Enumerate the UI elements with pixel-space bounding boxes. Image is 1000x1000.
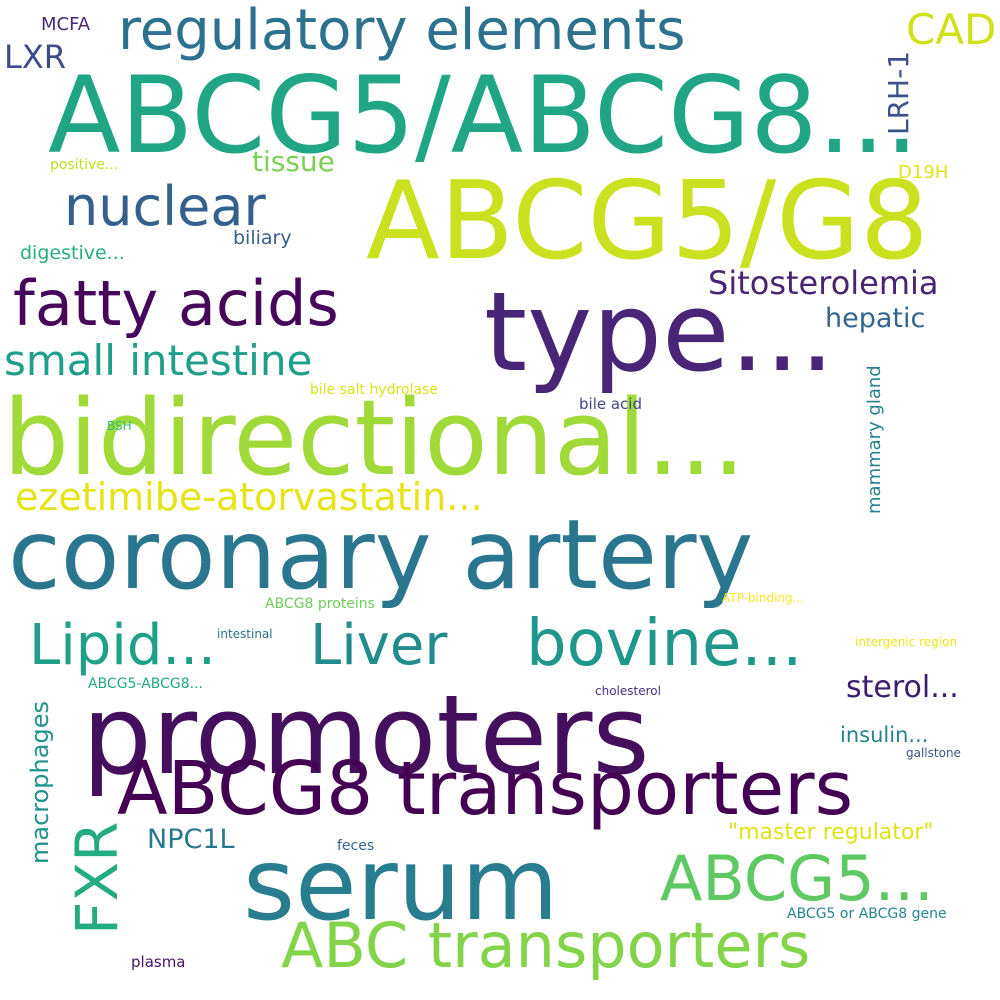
word-cholesterol: cholesterol bbox=[595, 684, 661, 698]
word-d19h: D19H bbox=[898, 162, 949, 183]
word-type: type... bbox=[484, 268, 835, 396]
word-ezetimibe-atorvastatin: ezetimibe-atorvastatin... bbox=[15, 475, 483, 519]
word-plasma: plasma bbox=[131, 953, 186, 971]
word-atp-binding: ATP-binding... bbox=[722, 591, 805, 605]
word-abcg5-g8: ABCG5/G8 bbox=[366, 159, 929, 284]
word-fxr: FXR bbox=[63, 821, 131, 935]
word-abcg5-ellipsis: ABCG5... bbox=[660, 842, 934, 915]
word-biliary: biliary bbox=[233, 227, 292, 249]
word-sitosterolemia: Sitosterolemia bbox=[708, 264, 939, 302]
word-abcg8-transporters: ABCG8 transporters bbox=[117, 746, 854, 832]
word-nuclear: nuclear bbox=[64, 175, 266, 238]
word-lxr: LXR bbox=[4, 38, 66, 76]
word-sterol: sterol... bbox=[846, 670, 959, 705]
word-cad: CAD bbox=[906, 5, 997, 54]
word-tissue: tissue bbox=[252, 145, 335, 178]
word-bile-acid: bile acid bbox=[579, 395, 642, 413]
word-abc-transporters: ABC transporters bbox=[281, 909, 811, 982]
word-coronary-artery: coronary artery bbox=[8, 499, 754, 611]
word-abcg5-or-abcg8-gene: ABCG5 or ABCG8 gene bbox=[787, 906, 947, 922]
word-bsh: BSH bbox=[107, 419, 132, 433]
word-mammary-gland: mammary gland bbox=[864, 365, 885, 514]
word-gallstone: gallstone bbox=[906, 746, 961, 760]
word-master-regulator: "master regulator" bbox=[728, 820, 934, 845]
word-mcfa: MCFA bbox=[41, 14, 91, 35]
word-lrh-1: LRH-1 bbox=[882, 50, 915, 135]
word-promoters: promoters bbox=[82, 671, 650, 799]
word-positive: positive... bbox=[50, 157, 119, 173]
word-macrophages: macrophages bbox=[26, 701, 54, 864]
word-small-intestine: small intestine bbox=[4, 336, 313, 385]
word-abcg5-abcg8-ellipsis-small: ABCG5-ABCG8... bbox=[88, 676, 204, 692]
word-regulatory-elements: regulatory elements bbox=[118, 0, 686, 63]
word-hepatic: hepatic bbox=[825, 303, 926, 334]
word-bovine: bovine... bbox=[526, 607, 803, 681]
word-intestinal: intestinal bbox=[217, 627, 273, 641]
word-bile-salt-hydrolase: bile salt hydrolase bbox=[310, 382, 438, 398]
word-npc1l: NPC1L bbox=[147, 824, 235, 855]
word-intergenic-region: intergenic region bbox=[855, 635, 958, 649]
word-fatty-acids: fatty acids bbox=[13, 267, 339, 340]
word-lipid: Lipid... bbox=[29, 613, 216, 678]
word-bidirectional: bidirectional... bbox=[3, 377, 746, 499]
word-abcg8-proteins: ABCG8 proteins bbox=[265, 596, 375, 612]
word-insulin: insulin... bbox=[840, 723, 929, 747]
word-liver: Liver bbox=[310, 613, 448, 678]
word-serum: serum bbox=[243, 826, 559, 943]
word-digestive: digestive... bbox=[20, 242, 125, 264]
word-feces: feces bbox=[337, 838, 375, 854]
word-abcg5-abcg8-ellipsis: ABCG5/ABCG8... bbox=[48, 54, 919, 177]
